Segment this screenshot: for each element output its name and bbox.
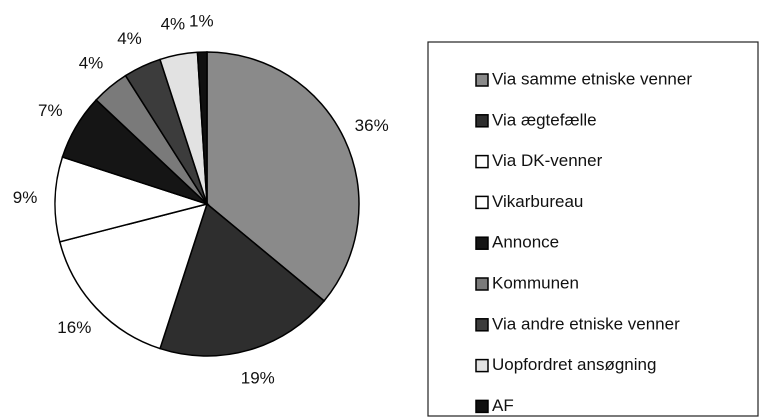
data-label: 36%: [355, 116, 389, 135]
data-label: 7%: [38, 101, 63, 120]
pie-slice: [54, 156, 210, 243]
legend-box: [427, 41, 759, 417]
legend-swatch: [475, 236, 489, 250]
legend-swatch: [475, 277, 489, 291]
data-label: 4%: [161, 15, 186, 34]
legend-label: Via ægtefælle: [492, 110, 597, 129]
legend-label: Via DK-venner: [492, 151, 603, 170]
legend-label: Via andre etniske venner: [492, 314, 680, 333]
legend-swatch: [475, 154, 489, 169]
pie-slice: [159, 202, 326, 357]
data-label: 16%: [57, 318, 91, 337]
pie-slice: [196, 51, 208, 205]
legend-swatch: [475, 114, 489, 128]
legend-swatch: [475, 73, 489, 87]
legend-label: Annonce: [492, 233, 559, 252]
pie-slice: [58, 202, 209, 350]
data-label: 4%: [79, 53, 104, 72]
legend-label: Uopfordret ansøgning: [492, 355, 656, 374]
pie-slice: [206, 51, 360, 302]
legend-label: Via samme etniske venner: [492, 69, 692, 88]
data-label: 9%: [13, 188, 38, 207]
legend-swatch: [475, 399, 489, 414]
legend-label: AF: [492, 396, 514, 415]
data-label: 19%: [241, 368, 275, 387]
legend-label: Vikarbureau: [492, 192, 583, 211]
data-label: 1%: [189, 12, 214, 31]
legend-swatch: [475, 318, 489, 332]
legend-swatch: [475, 358, 489, 373]
legend-label: Kommunen: [492, 273, 579, 292]
data-label: 4%: [117, 29, 142, 48]
legend-swatch: [475, 195, 489, 210]
